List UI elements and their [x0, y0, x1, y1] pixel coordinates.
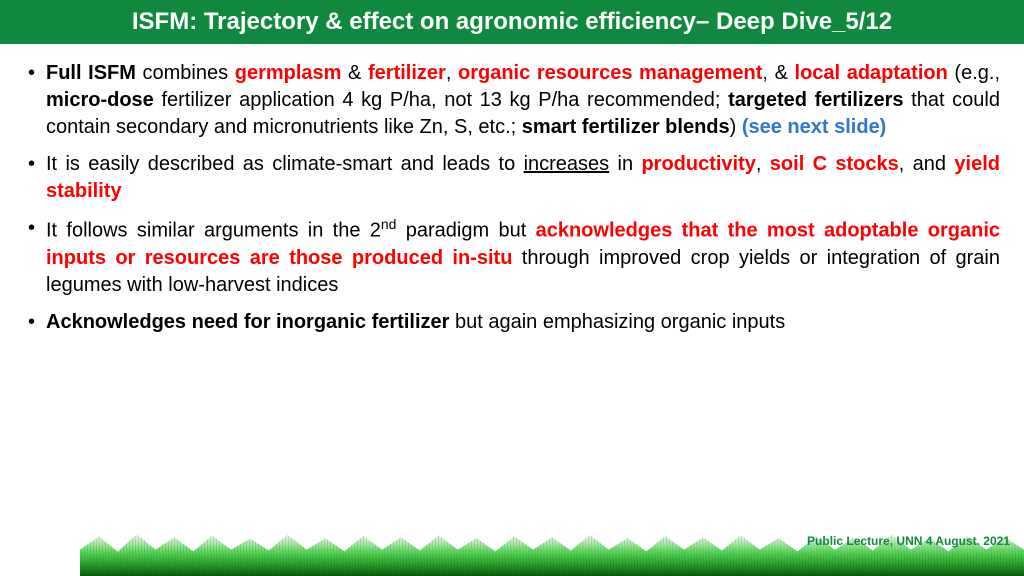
bullet-item: Full ISFM combines germplasm & fertilize…	[24, 60, 1000, 141]
slide-body: Full ISFM combines germplasm & fertilize…	[0, 46, 1024, 336]
text-run: fertilizer	[368, 62, 446, 84]
text-run: organic resources management	[458, 62, 762, 84]
text-run: targeted fertilizers	[728, 89, 903, 111]
text-run: ,	[756, 153, 770, 175]
text-run: but again emphasizing organic inputs	[449, 311, 785, 333]
slide-title: ISFM: Trajectory & effect on agronomic e…	[0, 0, 1024, 46]
bullet-item: Acknowledges need for inorganic fertiliz…	[24, 309, 1000, 336]
bullet-item: It follows similar arguments in the 2nd …	[24, 215, 1000, 299]
text-run: Full ISFM	[46, 62, 136, 84]
bullet-list: Full ISFM combines germplasm & fertilize…	[24, 60, 1000, 336]
bullet-item: It is easily described as climate-smart …	[24, 151, 1000, 205]
text-run: smart fertilizer blends	[522, 116, 730, 138]
text-run: local adaptation	[795, 62, 948, 84]
text-run: germplasm	[235, 62, 342, 84]
text-run: micro-dose	[46, 89, 154, 111]
text-run: , and	[899, 153, 955, 175]
text-run: It follows similar arguments in the 2	[46, 220, 381, 242]
text-run: , &	[762, 62, 794, 84]
text-run: paradigm but	[396, 220, 535, 242]
footer-caption: Public Lecture, UNN 4 August. 2021	[807, 534, 1010, 548]
text-run: increases	[524, 153, 610, 175]
text-run: in	[609, 153, 641, 175]
text-run: soil C stocks	[770, 153, 899, 175]
text-run: It is easily described as climate-smart …	[46, 153, 524, 175]
text-run: ,	[446, 62, 458, 84]
text-run: productivity	[641, 153, 755, 175]
text-run: (see next slide)	[742, 116, 887, 138]
text-run: Acknowledges need for inorganic fertiliz…	[46, 311, 449, 333]
text-run: combines	[136, 62, 235, 84]
text-run: &	[341, 62, 368, 84]
text-run: nd	[381, 216, 397, 232]
text-run: )	[730, 116, 742, 138]
slide-footer: Public Lecture, UNN 4 August. 2021	[0, 528, 1024, 576]
text-run: fertilizer application 4 kg P/ha, not 13…	[154, 89, 728, 111]
text-run: (e.g.,	[948, 62, 1000, 84]
